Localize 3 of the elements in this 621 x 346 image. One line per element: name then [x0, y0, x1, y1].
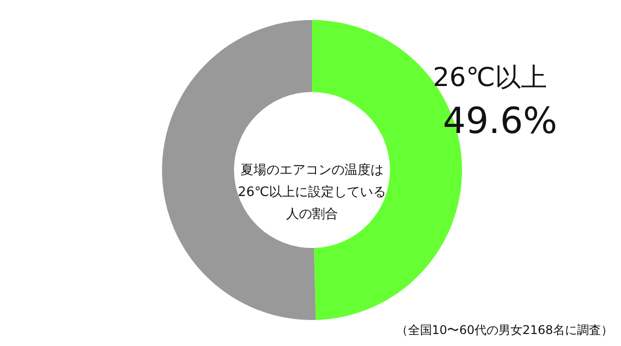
text: （全国10〜60代の男女2168名に調査） — [396, 323, 613, 337]
text: 夏場のエアコンの温度は26℃以上に設定している人の割合 — [238, 162, 386, 222]
slice-label: 26℃以上 — [432, 63, 548, 93]
